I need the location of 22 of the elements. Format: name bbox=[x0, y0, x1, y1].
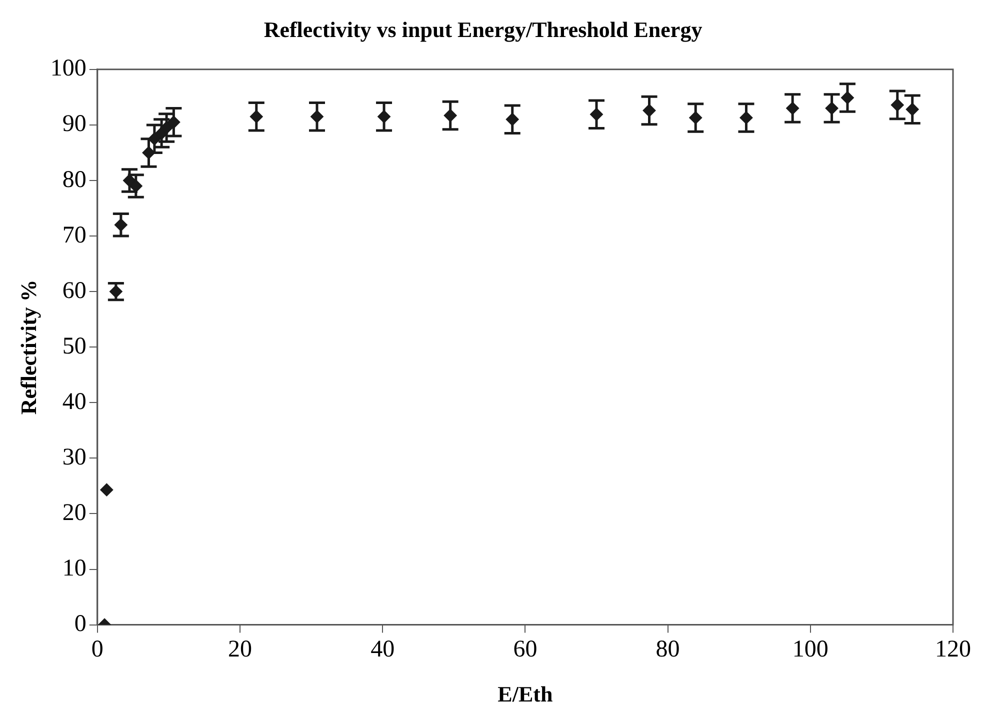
y-tick-label: 60 bbox=[62, 278, 86, 304]
y-tick-label: 90 bbox=[62, 111, 86, 138]
y-tick-label: 100 bbox=[50, 56, 86, 82]
y-tick-label: 10 bbox=[62, 556, 86, 582]
x-tick-label: 40 bbox=[370, 636, 395, 662]
x-tick-label: 80 bbox=[656, 636, 680, 662]
y-tick-label: 30 bbox=[62, 444, 86, 470]
x-tick-label: 100 bbox=[792, 636, 828, 662]
y-tick-label: 40 bbox=[62, 388, 86, 415]
point bbox=[100, 483, 114, 496]
y-tick-label: 70 bbox=[62, 222, 86, 248]
y-tick-label: 20 bbox=[62, 500, 86, 526]
x-tick-label: 60 bbox=[513, 636, 538, 662]
x-axis-title: E/Eth bbox=[498, 681, 553, 706]
y-tick-label: 80 bbox=[62, 166, 86, 193]
x-tick-label: 20 bbox=[228, 636, 252, 662]
y-tick-label: 50 bbox=[62, 333, 86, 360]
x-tick-label: 0 bbox=[91, 636, 104, 662]
x-tick-label: 120 bbox=[935, 636, 971, 662]
y-tick-label: 0 bbox=[74, 611, 86, 638]
chart-title: Reflectivity vs input Energy/Threshold Energy bbox=[264, 16, 702, 42]
y-axis-title: Reflectivity % bbox=[16, 280, 41, 415]
